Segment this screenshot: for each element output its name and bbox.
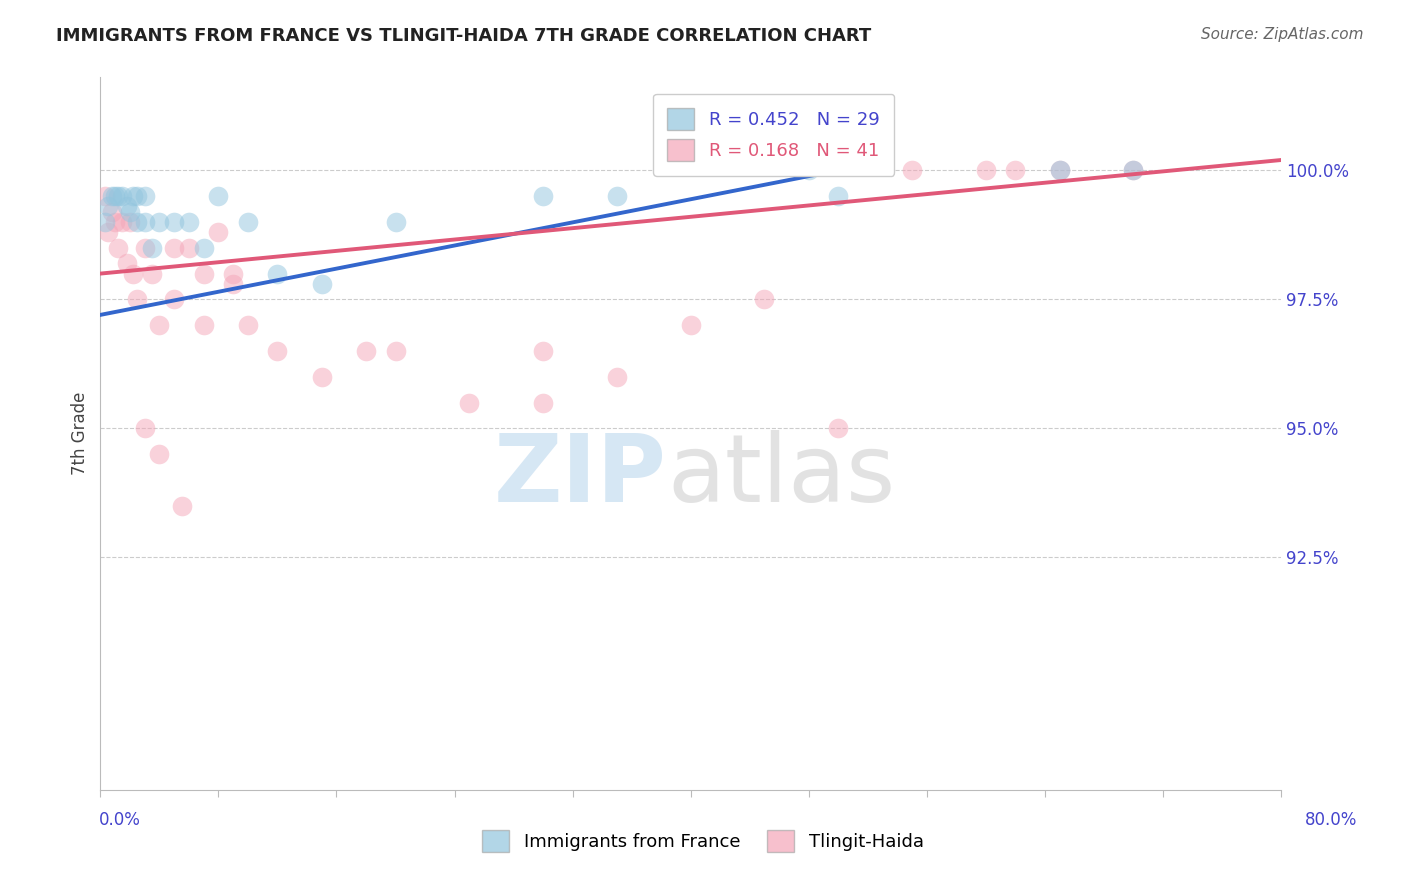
Point <box>177 215 200 229</box>
Point <box>101 189 124 203</box>
Point <box>384 344 406 359</box>
Point <box>827 189 849 203</box>
Point <box>163 215 186 229</box>
Point <box>177 241 200 255</box>
Point <box>311 369 333 384</box>
Text: Source: ZipAtlas.com: Source: ZipAtlas.com <box>1201 27 1364 42</box>
Point <box>163 293 186 307</box>
Point <box>207 225 229 239</box>
Point <box>901 163 924 178</box>
Point <box>141 241 163 255</box>
Point <box>148 215 170 229</box>
Point <box>606 189 628 203</box>
Point <box>1122 163 1144 178</box>
Point <box>97 225 120 239</box>
Point <box>141 267 163 281</box>
Point <box>134 421 156 435</box>
Legend: Immigrants from France, Tlingit-Haida: Immigrants from France, Tlingit-Haida <box>474 821 932 861</box>
Point <box>236 318 259 333</box>
Text: 0.0%: 0.0% <box>98 811 141 829</box>
Text: 80.0%: 80.0% <box>1305 811 1357 829</box>
Point <box>1049 163 1071 178</box>
Text: IMMIGRANTS FROM FRANCE VS TLINGIT-HAIDA 7TH GRADE CORRELATION CHART: IMMIGRANTS FROM FRANCE VS TLINGIT-HAIDA … <box>56 27 872 45</box>
Point <box>148 447 170 461</box>
Point <box>1004 163 1026 178</box>
Point <box>115 199 138 213</box>
Point <box>104 215 127 229</box>
Point <box>115 256 138 270</box>
Point <box>754 293 776 307</box>
Point <box>170 499 193 513</box>
Y-axis label: 7th Grade: 7th Grade <box>72 392 89 475</box>
Point <box>1122 163 1144 178</box>
Text: ZIP: ZIP <box>494 430 666 523</box>
Point <box>134 241 156 255</box>
Point <box>531 189 554 203</box>
Point <box>94 215 117 229</box>
Point <box>606 369 628 384</box>
Point <box>531 395 554 409</box>
Legend: R = 0.452   N = 29, R = 0.168   N = 41: R = 0.452 N = 29, R = 0.168 N = 41 <box>652 94 894 176</box>
Point <box>266 344 288 359</box>
Point <box>222 277 245 291</box>
Point <box>266 267 288 281</box>
Point <box>384 215 406 229</box>
Point <box>134 215 156 229</box>
Point <box>974 163 997 178</box>
Point <box>127 215 149 229</box>
Point <box>94 189 117 203</box>
Text: atlas: atlas <box>666 430 896 523</box>
Point <box>236 215 259 229</box>
Point <box>127 189 149 203</box>
Point <box>193 267 215 281</box>
Point <box>118 204 141 219</box>
Point <box>127 293 149 307</box>
Point <box>121 189 143 203</box>
Point <box>104 189 127 203</box>
Point <box>222 267 245 281</box>
Point <box>679 318 702 333</box>
Point <box>193 318 215 333</box>
Point <box>107 189 129 203</box>
Point <box>134 189 156 203</box>
Point <box>311 277 333 291</box>
Point <box>111 215 134 229</box>
Point <box>531 344 554 359</box>
Point <box>354 344 377 359</box>
Point <box>458 395 481 409</box>
Point <box>148 318 170 333</box>
Point <box>1049 163 1071 178</box>
Point <box>97 199 120 213</box>
Point <box>207 189 229 203</box>
Point <box>121 267 143 281</box>
Point <box>163 241 186 255</box>
Point <box>107 241 129 255</box>
Point <box>193 241 215 255</box>
Point <box>827 421 849 435</box>
Point <box>111 189 134 203</box>
Point <box>101 204 124 219</box>
Point <box>118 215 141 229</box>
Point <box>797 163 820 178</box>
